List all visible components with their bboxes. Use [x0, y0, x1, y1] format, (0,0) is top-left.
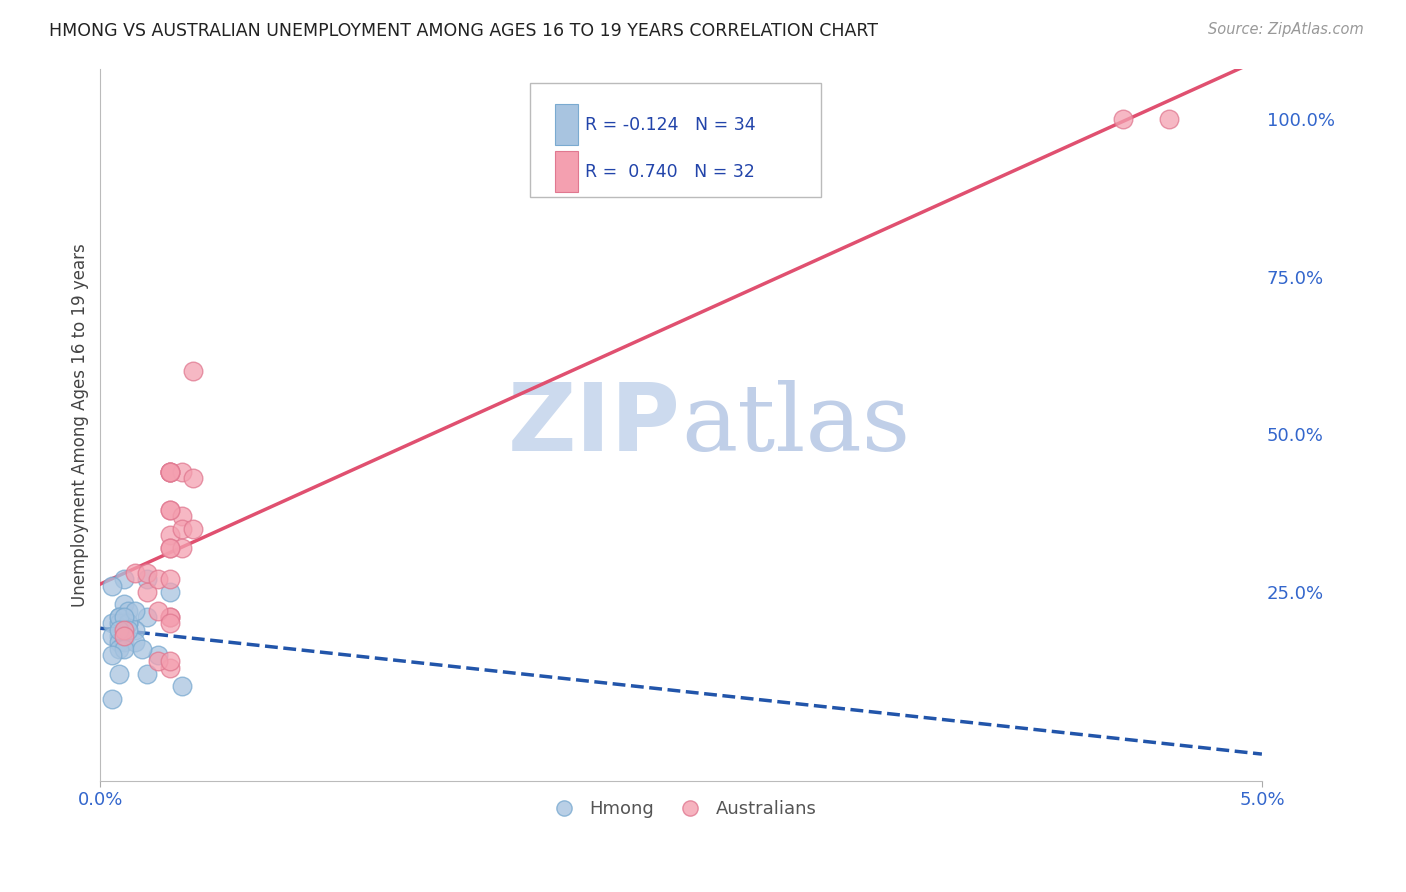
- Point: [181, 364, 204, 378]
- Point: [108, 629, 131, 643]
- Point: [124, 635, 146, 649]
- Point: [170, 509, 193, 524]
- Point: [159, 503, 181, 517]
- Point: [112, 623, 135, 637]
- Point: [135, 572, 157, 586]
- FancyBboxPatch shape: [530, 83, 821, 197]
- Point: [101, 692, 124, 706]
- Point: [112, 572, 135, 586]
- Point: [159, 528, 181, 542]
- Point: [108, 666, 131, 681]
- Point: [148, 572, 170, 586]
- Point: [135, 666, 157, 681]
- Text: ZIP: ZIP: [508, 379, 681, 471]
- Point: [101, 616, 124, 631]
- Point: [101, 648, 124, 662]
- Point: [170, 465, 193, 479]
- Point: [112, 629, 135, 643]
- FancyBboxPatch shape: [554, 152, 578, 192]
- Point: [131, 641, 153, 656]
- Point: [108, 641, 131, 656]
- Point: [124, 623, 146, 637]
- Point: [135, 610, 157, 624]
- Point: [159, 610, 181, 624]
- Point: [181, 471, 204, 485]
- Point: [1157, 112, 1180, 126]
- Point: [108, 610, 131, 624]
- Point: [108, 635, 131, 649]
- Point: [170, 541, 193, 555]
- Point: [148, 604, 170, 618]
- Text: HMONG VS AUSTRALIAN UNEMPLOYMENT AMONG AGES 16 TO 19 YEARS CORRELATION CHART: HMONG VS AUSTRALIAN UNEMPLOYMENT AMONG A…: [49, 22, 879, 40]
- Point: [159, 465, 181, 479]
- Point: [112, 635, 135, 649]
- Point: [124, 604, 146, 618]
- Point: [112, 623, 135, 637]
- Point: [135, 585, 157, 599]
- Point: [124, 566, 146, 580]
- Point: [101, 578, 124, 592]
- Point: [117, 623, 139, 637]
- Point: [159, 465, 181, 479]
- Point: [170, 680, 193, 694]
- Legend: Hmong, Australians: Hmong, Australians: [538, 793, 824, 825]
- Point: [159, 541, 181, 555]
- Point: [117, 616, 139, 631]
- Point: [159, 503, 181, 517]
- Point: [117, 616, 139, 631]
- Point: [170, 522, 193, 536]
- Point: [148, 654, 170, 668]
- Point: [159, 654, 181, 668]
- Point: [159, 610, 181, 624]
- Point: [159, 465, 181, 479]
- Text: atlas: atlas: [681, 380, 910, 470]
- Point: [159, 616, 181, 631]
- Point: [181, 522, 204, 536]
- Point: [135, 566, 157, 580]
- Point: [159, 585, 181, 599]
- Point: [112, 641, 135, 656]
- Point: [108, 610, 131, 624]
- Point: [108, 616, 131, 631]
- Point: [159, 541, 181, 555]
- Point: [112, 629, 135, 643]
- Text: R = -0.124   N = 34: R = -0.124 N = 34: [585, 116, 755, 134]
- Text: Source: ZipAtlas.com: Source: ZipAtlas.com: [1208, 22, 1364, 37]
- Point: [112, 610, 135, 624]
- Point: [112, 598, 135, 612]
- Point: [108, 623, 131, 637]
- FancyBboxPatch shape: [554, 104, 578, 145]
- Point: [159, 465, 181, 479]
- Point: [159, 660, 181, 674]
- Point: [117, 604, 139, 618]
- Point: [101, 629, 124, 643]
- Y-axis label: Unemployment Among Ages 16 to 19 years: Unemployment Among Ages 16 to 19 years: [72, 243, 89, 607]
- Point: [148, 648, 170, 662]
- Point: [159, 572, 181, 586]
- Point: [1111, 112, 1133, 126]
- Text: R =  0.740   N = 32: R = 0.740 N = 32: [585, 162, 755, 181]
